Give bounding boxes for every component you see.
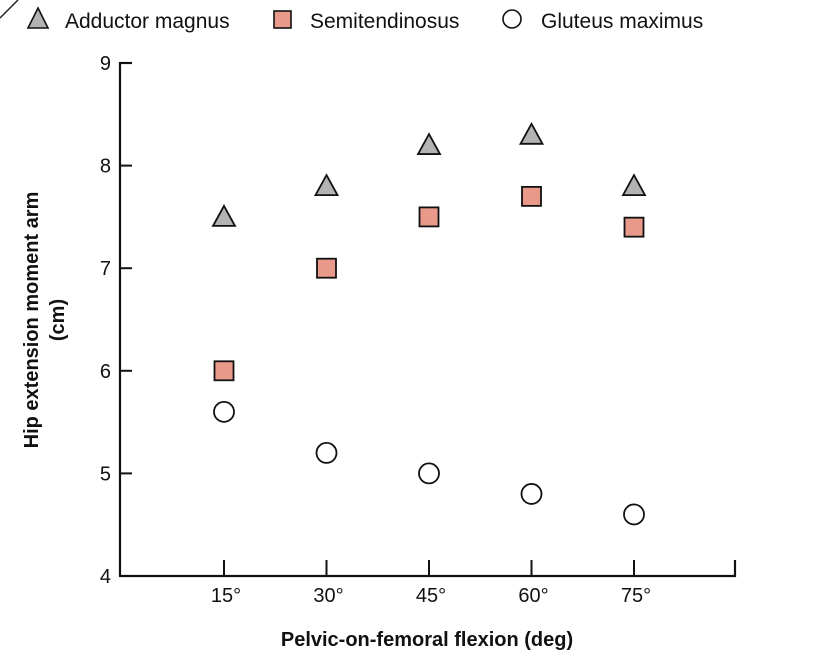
legend-marker-triangle: [26, 6, 50, 29]
data-points: [211, 121, 647, 526]
point-semitendinosus: [418, 206, 440, 228]
legend-label-semitendinosus: Semitendinosus: [310, 10, 459, 33]
x-tick-label: 30°: [313, 585, 343, 607]
point-gluteus-maximus: [623, 503, 645, 526]
legend-label-gluteus-maximus: Gluteus maximus: [541, 10, 703, 33]
y-tick-label: 8: [100, 156, 111, 178]
point-adductor-magnus: [621, 173, 647, 197]
x-tick-label: 75°: [621, 585, 651, 607]
legend-label-adductor-magnus: Adductor magnus: [65, 10, 230, 33]
y-tick-label: 6: [100, 361, 111, 383]
point-semitendinosus: [521, 185, 542, 207]
point-gluteus-maximus: [418, 462, 440, 485]
legend-item-gluteus-maximus: Gluteus maximus: [502, 9, 703, 33]
y-tick-label: 7: [100, 258, 111, 280]
legend-marker-circle: [502, 9, 522, 29]
y-tick-label: 4: [100, 566, 111, 588]
point-gluteus-maximus: [213, 400, 235, 423]
x-tick-label: 45°: [416, 585, 446, 607]
legend-item-adductor-magnus: Adductor magnus: [26, 6, 230, 33]
point-semitendinosus: [316, 257, 337, 279]
x-axis-ticks: 15° 30° 45° 60° 75°: [211, 560, 651, 607]
y-tick-label: 9: [100, 53, 111, 75]
corner-mark: [0, 0, 19, 19]
point-gluteus-maximus: [520, 483, 543, 505]
x-axis-title: Pelvic-on-femoral flexion (deg): [281, 629, 573, 651]
legend: Adductor magnus Semitendinosus Gluteus m…: [26, 6, 703, 33]
y-tick-label: 5: [100, 463, 111, 485]
legend-marker-square: [273, 10, 292, 29]
y-axis-title: Hip extension moment arm: [21, 192, 43, 449]
point-adductor-magnus: [211, 204, 237, 227]
point-semitendinosus: [213, 360, 235, 382]
point-adductor-magnus: [518, 121, 545, 145]
point-gluteus-maximus: [315, 441, 338, 464]
y-axis-unit: (cm): [47, 299, 69, 341]
point-adductor-magnus: [313, 173, 340, 197]
y-axis-ticks: 4 5 6 7 8 9: [100, 53, 132, 588]
x-tick-label: 60°: [518, 585, 548, 607]
legend-item-semitendinosus: Semitendinosus: [273, 10, 459, 33]
x-tick-label: 15°: [211, 585, 241, 607]
point-adductor-magnus: [416, 132, 442, 155]
point-semitendinosus: [623, 216, 645, 238]
